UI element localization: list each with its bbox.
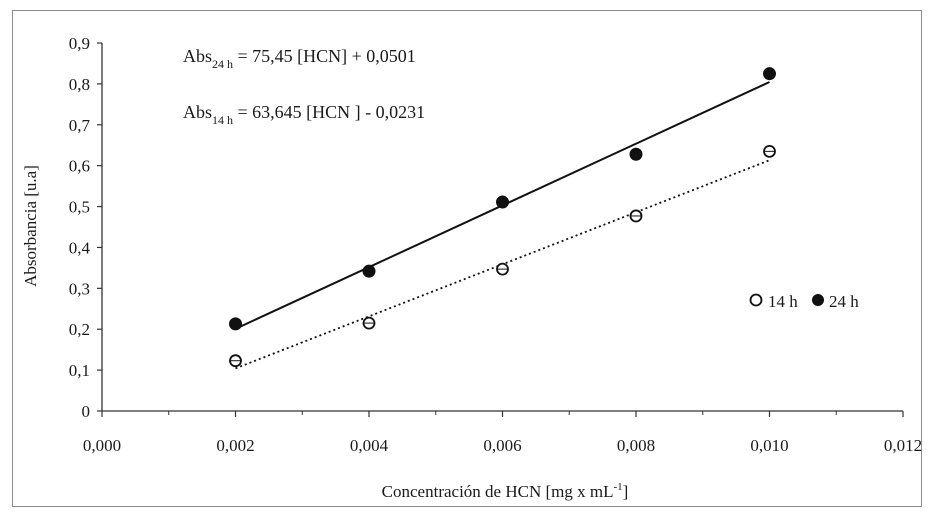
x-ticks: 0,000 0,002 0,004 0,006 0,008 0,010 0,012	[83, 411, 922, 455]
equation-14h-subscript: 14 h	[212, 113, 233, 127]
legend-marker-24h	[812, 294, 824, 306]
y-tick-label: 0,8	[69, 75, 90, 94]
x-axis-title-tail: ]	[623, 482, 629, 501]
point-24h	[496, 195, 509, 209]
y-axis-title: Absorbancia [u.a]	[21, 165, 40, 287]
equation-24h-subscript: 24 h	[212, 57, 233, 71]
equation-14h-text: = 63,645 [HCN ] - 0,0231	[233, 102, 425, 122]
x-tick-label: 0,000	[83, 436, 121, 455]
chart-frame	[12, 10, 922, 507]
y-tick-label: 0,2	[69, 320, 90, 339]
y-tick-label: 0,7	[69, 116, 91, 135]
x-tick-label: 0,012	[884, 436, 922, 455]
equation-24h-text: = 75,45 [HCN] + 0,0501	[233, 46, 416, 66]
axes	[101, 43, 903, 412]
equation-24h-prefix: Abs	[183, 46, 212, 66]
y-tick-label: 0	[82, 402, 91, 421]
equation-24h: Abs24 h = 75,45 [HCN] + 0,0501	[183, 46, 416, 71]
y-ticks: 0 0,1 0,2 0,3 0,4 0,5 0,6 0,7 0,8 0,9	[69, 34, 102, 421]
y-tick-label: 0,9	[69, 34, 90, 53]
x-tick-label: 0,006	[483, 436, 521, 455]
y-tick-label: 0,6	[69, 157, 90, 176]
x-tick-label: 0,002	[216, 436, 254, 455]
x-tick-label: 0,010	[750, 436, 788, 455]
legend: 14 h 24 h	[749, 292, 859, 311]
y-tick-label: 0,4	[69, 238, 91, 257]
x-tick-label: 0,004	[350, 436, 389, 455]
data-points	[229, 67, 776, 368]
x-axis-title-main: Concentración de HCN [mg x mL	[382, 482, 614, 501]
legend-marker-14h	[749, 293, 763, 307]
trendlines	[235, 81, 770, 370]
equation-14h-prefix: Abs	[183, 102, 212, 122]
point-24h	[629, 147, 643, 161]
y-tick-label: 0,3	[69, 279, 90, 298]
point-24h	[362, 264, 376, 278]
x-axis-title: Concentración de HCN [mg x mL-1]	[382, 481, 629, 501]
x-tick-label: 0,008	[617, 436, 655, 455]
legend-label-24h: 24 h	[829, 292, 859, 311]
y-tick-label: 0,1	[69, 361, 90, 380]
x-axis-title-superscript: -1	[613, 481, 622, 493]
point-24h	[229, 317, 242, 331]
equation-14h: Abs14 h = 63,645 [HCN ] - 0,0231	[183, 102, 425, 127]
y-tick-label: 0,5	[69, 198, 90, 217]
point-24h	[763, 67, 776, 81]
legend-label-14h: 14 h	[768, 292, 798, 311]
